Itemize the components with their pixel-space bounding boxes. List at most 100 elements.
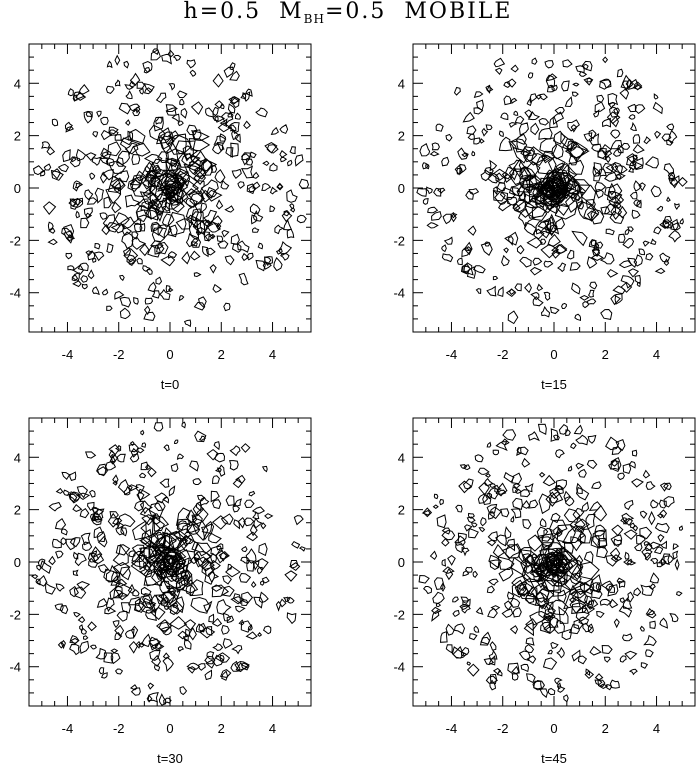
contour	[631, 209, 641, 219]
contour	[108, 160, 127, 174]
contour	[93, 251, 105, 262]
contour	[478, 481, 490, 496]
contour	[561, 628, 572, 641]
contour	[262, 625, 272, 635]
contour	[148, 161, 158, 183]
contour	[176, 90, 188, 99]
contour	[40, 169, 46, 177]
contour	[199, 496, 210, 507]
contour	[225, 565, 241, 578]
contour	[455, 542, 465, 554]
contour	[492, 543, 506, 558]
contour	[199, 219, 211, 232]
contour	[76, 581, 91, 591]
contour	[563, 508, 581, 523]
contour	[120, 216, 135, 230]
contour	[135, 209, 148, 223]
contour	[616, 577, 626, 585]
contour	[526, 236, 543, 249]
contour	[524, 482, 534, 493]
contour	[631, 478, 644, 488]
contour	[620, 281, 633, 293]
contour	[212, 643, 224, 652]
contour	[416, 187, 428, 197]
contour	[670, 177, 679, 189]
contour	[498, 199, 512, 212]
contour	[543, 291, 551, 301]
contour	[206, 186, 218, 199]
contour	[458, 480, 472, 494]
contour	[603, 656, 611, 663]
center-contour	[550, 557, 558, 566]
contour	[149, 649, 161, 661]
contour	[128, 550, 136, 558]
contour	[586, 459, 598, 470]
contour	[495, 441, 508, 452]
contour	[138, 87, 144, 95]
contour	[551, 84, 558, 92]
contour-lines	[416, 56, 688, 325]
contour	[264, 142, 278, 154]
contour	[473, 625, 480, 633]
contour	[289, 560, 299, 569]
contour	[489, 159, 498, 172]
contour	[67, 265, 75, 271]
contour	[136, 447, 145, 454]
contour	[577, 201, 597, 221]
contour	[663, 163, 675, 175]
contour	[586, 77, 593, 83]
contour	[539, 518, 547, 528]
contour	[200, 179, 219, 199]
contour	[114, 624, 125, 638]
contour	[257, 632, 263, 637]
contour	[583, 203, 600, 222]
contour	[418, 574, 430, 584]
contour	[278, 240, 293, 256]
contour	[35, 578, 41, 586]
contour	[472, 570, 479, 578]
contour	[435, 123, 444, 132]
contour	[146, 269, 153, 275]
contour	[165, 107, 177, 116]
contour	[610, 139, 623, 150]
contour	[582, 63, 589, 71]
contour	[77, 616, 86, 624]
contour	[279, 150, 288, 158]
contour	[583, 551, 594, 564]
contour	[545, 491, 559, 507]
contour	[569, 596, 588, 614]
x-tick-label: 0	[166, 347, 173, 362]
contour	[133, 217, 142, 226]
contour	[119, 296, 132, 308]
contour	[614, 193, 625, 205]
contour	[595, 241, 604, 249]
contour	[650, 557, 659, 565]
contour	[55, 583, 65, 592]
contour	[531, 57, 538, 65]
contour	[81, 283, 88, 290]
contour	[150, 642, 165, 651]
contour	[215, 199, 224, 210]
contour	[123, 485, 131, 496]
contour	[245, 531, 259, 542]
contour-lines	[418, 423, 684, 703]
contour	[264, 256, 273, 265]
contour	[579, 528, 592, 544]
contour	[70, 637, 80, 645]
contour	[653, 93, 659, 100]
contour	[158, 621, 171, 632]
contour	[293, 515, 304, 526]
contour	[562, 59, 573, 68]
contour	[205, 107, 214, 118]
contour	[460, 596, 470, 605]
contour	[576, 482, 583, 495]
contour	[143, 311, 156, 321]
contour	[663, 258, 670, 267]
contour	[241, 591, 254, 604]
contour	[134, 500, 144, 512]
contour	[462, 570, 470, 577]
contour	[644, 156, 659, 169]
contour	[124, 628, 135, 639]
contour	[586, 256, 598, 269]
contour	[177, 179, 200, 196]
